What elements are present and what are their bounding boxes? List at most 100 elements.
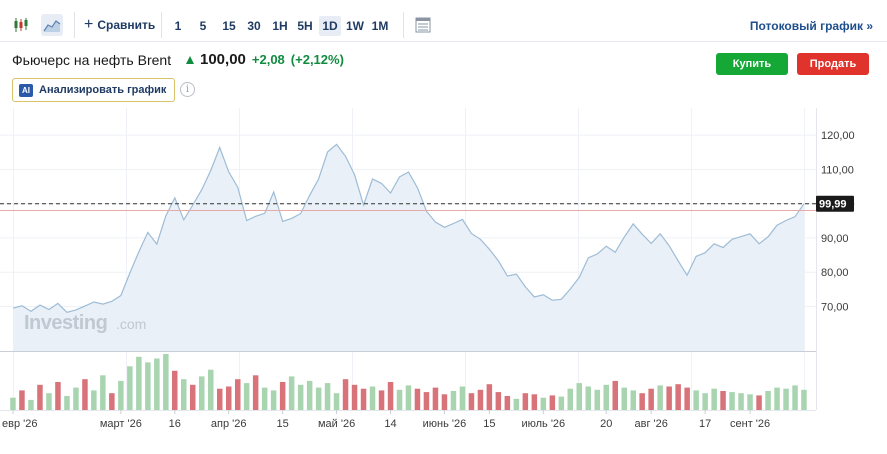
volume-bar (100, 375, 106, 410)
volume-bar (576, 383, 582, 410)
volume-bar (711, 388, 717, 410)
volume-bar (261, 387, 268, 410)
last-price: 100,00 (200, 51, 246, 68)
x-tick-label: 15 (277, 418, 289, 430)
volume-bar (333, 393, 340, 410)
volume-bar (199, 376, 205, 410)
volume-bar (594, 389, 600, 410)
volume-bar (486, 384, 493, 410)
volume-bar (738, 393, 744, 410)
volume-bar (28, 399, 34, 410)
compare-label: Сравнить (97, 18, 156, 32)
interval-5[interactable]: 5 (199, 19, 207, 33)
volume-bar (801, 389, 807, 410)
volume-bar (279, 382, 286, 410)
compare-button[interactable]: + Сравнить (84, 15, 155, 35)
volume-bar (127, 366, 133, 410)
y-tick-label: 80,00 (821, 267, 849, 279)
ai-icon: AI (19, 83, 33, 97)
volume-bar (55, 382, 61, 410)
buy-button[interactable]: Купить (716, 53, 788, 75)
volume-bar (351, 384, 358, 410)
volume-bar (190, 384, 196, 410)
volume-bar (657, 385, 663, 410)
volume-bar (360, 388, 367, 410)
watermark-suffix: .com (116, 316, 146, 332)
volume-bar (756, 395, 762, 410)
volume-bar (783, 388, 789, 410)
volume-bar (154, 358, 160, 410)
x-tick-label: 16 (169, 418, 181, 430)
price-change-percent: (+2,12%) (290, 52, 344, 67)
volume-bar (118, 380, 124, 410)
volume-bar (477, 389, 484, 410)
volume-bar (747, 394, 753, 410)
volume-bar (432, 387, 439, 410)
volume-bar (208, 369, 214, 410)
interval-1[interactable]: 1 (174, 19, 182, 33)
volume-bars (10, 354, 807, 410)
volume-bar (37, 384, 43, 410)
y-tick-label: 90,00 (821, 233, 849, 245)
y-tick-label: 110,00 (821, 164, 854, 176)
volume-bar (297, 384, 304, 410)
volume-bar (603, 384, 609, 410)
watermark-text: Investing (24, 312, 107, 334)
table-view-icon[interactable] (412, 14, 434, 36)
double-chevron-right-icon: » (866, 19, 873, 33)
info-icon[interactable]: i (180, 82, 195, 97)
interval-30[interactable]: 30 (247, 19, 261, 33)
toolbar-divider (74, 12, 75, 38)
streaming-chart-link[interactable]: Потоковый график » (750, 19, 873, 33)
toolbar-divider (403, 12, 404, 38)
volume-bar (109, 393, 115, 410)
x-tick-label: май '26 (318, 418, 355, 430)
interval-15[interactable]: 15 (222, 19, 236, 33)
x-tick-label: евр '26 (2, 418, 37, 430)
volume-bar (792, 385, 798, 410)
volume-bar (765, 391, 771, 410)
instrument-name: Фьючерс на нефть Brent (12, 52, 172, 68)
interval-1w[interactable]: 1W (346, 19, 364, 33)
interval-1h[interactable]: 1H (272, 19, 288, 33)
candlestick-chart-icon[interactable] (10, 14, 32, 36)
volume-bar (46, 393, 52, 410)
volume-bar (621, 387, 627, 410)
volume-bar (235, 379, 241, 410)
volume-bar (693, 390, 699, 410)
area-chart-icon[interactable] (41, 14, 63, 36)
sell-button[interactable]: Продать (797, 53, 869, 75)
x-tick-label: 20 (600, 418, 612, 430)
volume-bar (217, 388, 223, 410)
analyze-chart-button[interactable]: AI Анализировать график (12, 78, 176, 102)
interval-1d[interactable]: 1D (319, 16, 341, 36)
price-block: 100,00 +2,08 (+2,12%) (186, 51, 344, 68)
x-tick-label: апр '26 (211, 418, 247, 430)
x-tick-label: 17 (699, 418, 711, 430)
arrow-up-icon (186, 56, 194, 64)
volume-bar (91, 390, 97, 410)
price-chart[interactable]: Investing .com 120,00110,00100,0090,0080… (0, 108, 887, 454)
volume-bar (378, 390, 385, 410)
volume-bar (172, 370, 178, 410)
volume-bar (181, 379, 187, 410)
volume-bar (648, 388, 654, 410)
volume-bar (774, 387, 780, 410)
x-tick-label: сент '26 (730, 418, 770, 430)
interval-1m[interactable]: 1M (371, 19, 389, 33)
volume-bar (226, 386, 232, 410)
volume-bar (324, 383, 331, 410)
x-tick-label: авг '26 (635, 418, 668, 430)
volume-bar (315, 387, 322, 410)
volume-bar (666, 386, 672, 410)
volume-bar (585, 386, 591, 410)
volume-bar (252, 375, 259, 410)
interval-5h[interactable]: 5H (297, 19, 313, 33)
price-area-fill (13, 144, 804, 351)
x-tick-label: июль '26 (521, 418, 565, 430)
x-tick-label: 14 (384, 418, 396, 430)
volume-bar (702, 393, 708, 410)
plus-icon: + (84, 15, 94, 33)
price-line (12, 143, 805, 313)
